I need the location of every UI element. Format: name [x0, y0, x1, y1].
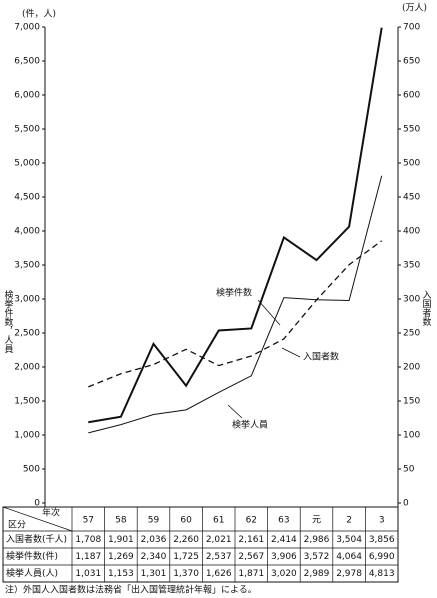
- x-tick-label: 58: [115, 516, 127, 526]
- annotation: 入国者数: [303, 351, 339, 363]
- table-cell: 1,269: [108, 552, 134, 562]
- y-tick-label: 2,500: [14, 329, 40, 339]
- table-corner: 年次: [42, 507, 60, 519]
- table-cell: 2,340: [141, 552, 167, 562]
- y-tick-label: 2,000: [14, 363, 40, 373]
- y2-unit: (万人): [402, 3, 427, 14]
- y2-tick-label: 500: [403, 159, 420, 169]
- table-cell: 1,370: [173, 569, 199, 579]
- series-line: [88, 175, 383, 434]
- corner-diagonal: [2, 506, 73, 532]
- table-cell: 2,986: [304, 535, 330, 545]
- table-cell: 2,978: [336, 569, 362, 579]
- x-tick-label: 57: [83, 516, 94, 526]
- table-cell: 1,187: [75, 552, 101, 562]
- series-line: [88, 27, 383, 424]
- y2-tick-label: 350: [403, 261, 420, 271]
- y-tick-label: 6,000: [14, 91, 40, 101]
- table-corner: 区分: [8, 520, 26, 531]
- table-cell: 1,031: [75, 569, 101, 579]
- table-cell: 1,901: [108, 535, 134, 545]
- table-cell: 3,020: [271, 569, 297, 579]
- x-tick-label: 元: [312, 516, 321, 526]
- x-tick-label: 63: [278, 516, 289, 526]
- table-cell: 2,537: [206, 552, 232, 562]
- row-label: 検挙件数(件): [6, 550, 58, 562]
- table-cell: 4,064: [336, 552, 362, 562]
- y2-tick-label: 450: [403, 193, 420, 203]
- x-tick-label: 60: [180, 516, 192, 526]
- table-cell: 3,572: [304, 552, 330, 562]
- table-cell: 3,856: [369, 535, 395, 545]
- table-cell: 1,301: [141, 569, 167, 579]
- leader: [227, 404, 243, 419]
- leader: [281, 347, 301, 358]
- row-label: 入国者数(千人): [6, 533, 67, 545]
- table-cell: 1,871: [238, 569, 264, 579]
- y2-tick-label: 100: [403, 431, 420, 441]
- y2-tick-label: 550: [403, 125, 420, 135]
- x-tick-label: 2: [346, 516, 352, 526]
- y-tick-label: 6,500: [14, 57, 40, 67]
- table-cell: 1,153: [108, 569, 134, 579]
- x-tick-label: 59: [148, 516, 160, 526]
- y-tick-label: 7,000: [14, 23, 40, 33]
- table-cell: 2,260: [173, 535, 199, 545]
- table-cell: 2,021: [206, 535, 232, 545]
- y2-tick-label: 400: [403, 227, 420, 237]
- y-tick-label: 3,000: [14, 295, 40, 305]
- y2-tick-label: 300: [403, 295, 420, 305]
- x-tick-label: 62: [246, 516, 257, 526]
- table-cell: 3,504: [336, 535, 362, 545]
- table-cell: 4,813: [369, 569, 395, 579]
- y2-tick-label: 200: [403, 363, 420, 373]
- leader: [257, 299, 281, 326]
- annotation: 検挙件数: [216, 287, 252, 299]
- table-cell: 1,725: [173, 552, 199, 562]
- y2-tick-label: 600: [403, 91, 420, 101]
- y-tick-label: 4,000: [14, 227, 40, 237]
- y-tick-label: 500: [23, 465, 40, 475]
- y2-tick-label: 700: [403, 23, 420, 33]
- y-unit: (件，人): [22, 8, 56, 20]
- series-line: [88, 240, 383, 388]
- y2-tick-label: 650: [403, 57, 420, 67]
- table-cell: 2,414: [271, 535, 297, 545]
- y2-tick-label: 0: [403, 499, 409, 509]
- y-tick-label: 1,000: [14, 431, 40, 441]
- x-tick-label: 61: [213, 516, 224, 526]
- y-tick-label: 0: [34, 499, 40, 509]
- y2-label: 入国者数: [421, 290, 432, 327]
- x-tick-label: 3: [379, 516, 385, 526]
- annotation: 検挙人員: [232, 419, 268, 431]
- row-label: 検挙人員(人): [6, 567, 58, 579]
- y2-tick-label: 250: [403, 329, 420, 339]
- footnote: 注）外国人入国者数は法務省「出入国管理統計年報」による。: [5, 584, 257, 596]
- table-cell: 2,567: [238, 552, 264, 562]
- table-cell: 1,626: [206, 569, 232, 579]
- y-tick-label: 5,000: [14, 159, 40, 169]
- table-cell: 2,161: [238, 535, 264, 545]
- y2-tick-label: 150: [403, 397, 420, 407]
- table-cell: 6,990: [369, 552, 395, 562]
- y-tick-label: 5,500: [14, 125, 40, 135]
- table-cell: 1,708: [75, 535, 101, 545]
- y-tick-label: 1,500: [14, 397, 40, 407]
- y-label: 検挙件数，人員: [3, 289, 14, 354]
- y-tick-label: 4,500: [14, 193, 40, 203]
- y-tick-label: 3,500: [14, 261, 40, 271]
- table-cell: 3,906: [271, 552, 297, 562]
- table-cell: 2,036: [141, 535, 167, 545]
- table-cell: 2,989: [304, 569, 330, 579]
- y2-tick-label: 50: [403, 465, 415, 475]
